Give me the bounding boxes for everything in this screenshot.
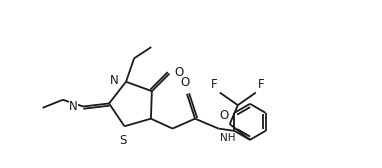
Text: O: O	[220, 109, 229, 122]
Text: F: F	[211, 78, 218, 91]
Text: N: N	[69, 100, 78, 113]
Text: NH: NH	[220, 133, 235, 143]
Text: S: S	[120, 134, 127, 147]
Text: N: N	[110, 74, 118, 87]
Text: O: O	[180, 76, 189, 89]
Text: O: O	[174, 66, 183, 79]
Text: F: F	[258, 78, 265, 91]
